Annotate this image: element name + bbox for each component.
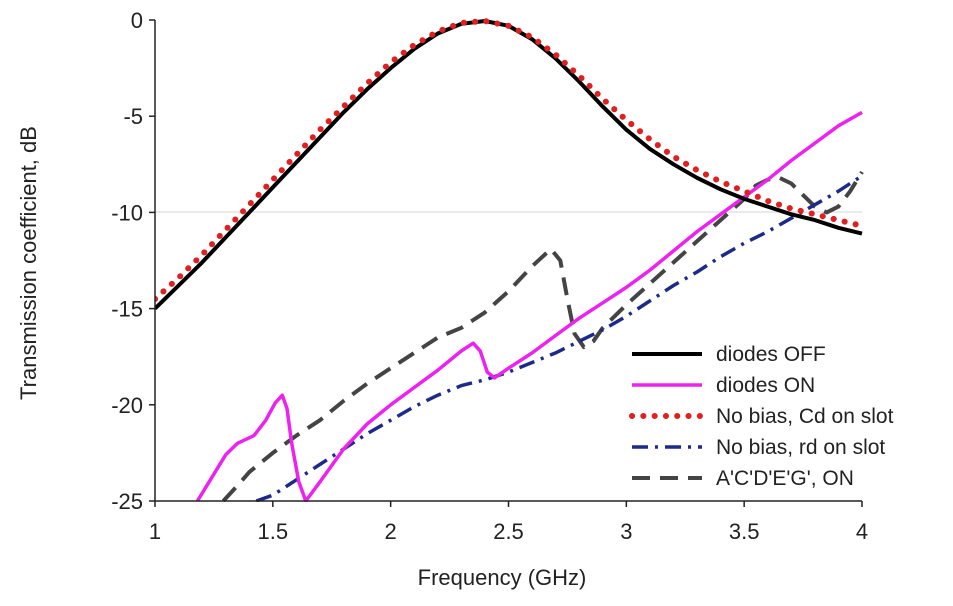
- series-layer: [155, 18, 865, 502]
- series-line-diodes-on: [195, 110, 863, 502]
- y-tick-label: -10: [111, 200, 143, 225]
- legend-label: A'C'D'E'G', ON: [716, 467, 854, 490]
- x-tick-label: 2.5: [493, 519, 524, 544]
- x-tick-label: 1: [149, 519, 161, 544]
- x-tick-label: 1.5: [258, 519, 289, 544]
- y-tick-label: 0: [131, 8, 143, 33]
- series-line-a-c-d-e-g-on: [221, 170, 864, 502]
- legend-label: diodes OFF: [716, 343, 826, 366]
- y-tick-label: -5: [123, 104, 143, 129]
- y-tick-label: -20: [111, 393, 143, 418]
- series-line-no-bias-cd-on-slot: [155, 18, 865, 302]
- y-ticks: 0 -5 -10 -15 -20 -25: [111, 8, 155, 514]
- series-line-no-bias-rd-on-slot: [255, 174, 863, 502]
- x-tick-label: 3: [620, 519, 632, 544]
- x-tick-label: 3.5: [729, 519, 760, 544]
- y-tick-label: -15: [111, 297, 143, 322]
- x-ticks: 1 1.5 2 2.5 3 3.5 4: [149, 501, 868, 544]
- y-tick-label: -25: [111, 489, 143, 514]
- legend-label: diodes ON: [716, 374, 815, 397]
- y-axis-title: Transmission coefficient, dB: [16, 126, 41, 400]
- series-line-diodes-off: [155, 19, 863, 311]
- legend: diodes OFF diodes ON No bias, Cd on slot No…: [629, 343, 894, 490]
- legend-label: No bias, Cd on slot: [716, 405, 894, 428]
- x-axis-title: Frequency (GHz): [418, 565, 587, 590]
- legend-label: No bias, rd on slot: [716, 436, 885, 459]
- x-tick-label: 2: [385, 519, 397, 544]
- x-tick-label: 4: [856, 519, 868, 544]
